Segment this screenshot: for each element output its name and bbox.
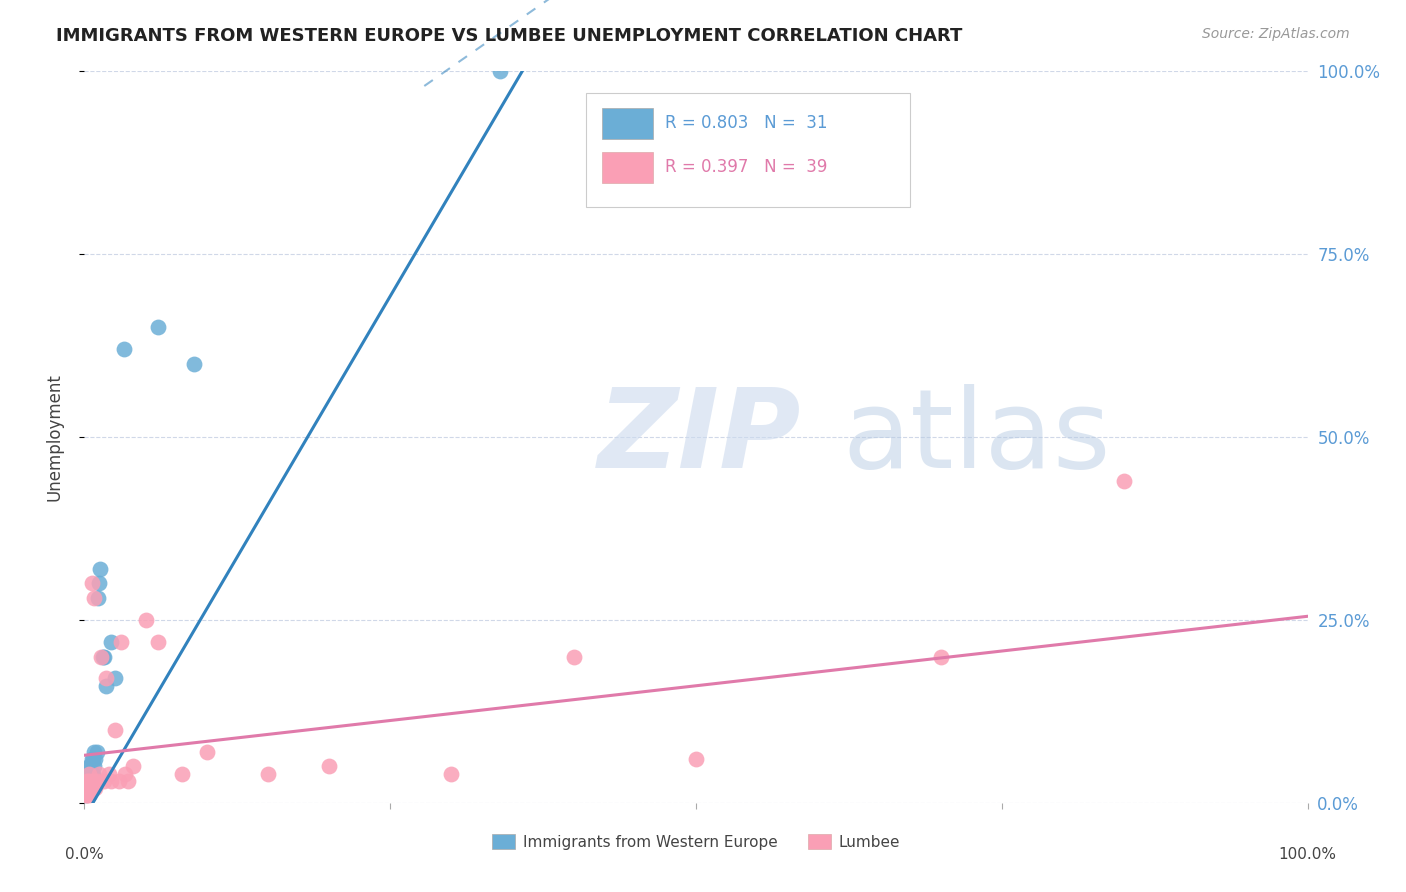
Point: [107, 773, 129, 788]
Point: [114, 766, 136, 780]
Point: [91, 649, 114, 664]
Point: [80, 576, 103, 591]
Text: R = 0.397   N =  39: R = 0.397 N = 39: [665, 158, 828, 177]
Point: [83, 591, 105, 605]
Point: [122, 759, 145, 773]
Point: [97, 766, 120, 780]
Point: [87, 576, 110, 591]
Point: [117, 773, 139, 788]
Point: [93, 649, 115, 664]
Point: [104, 672, 127, 686]
Text: atlas: atlas: [842, 384, 1111, 491]
Legend: Immigrants from Western Europe, Lumbee: Immigrants from Western Europe, Lumbee: [485, 826, 907, 857]
Point: [183, 357, 205, 371]
Point: [135, 613, 157, 627]
Text: 100.0%: 100.0%: [1278, 847, 1337, 862]
Point: [77, 781, 100, 796]
Text: ZIP: ZIP: [598, 384, 801, 491]
Point: [76, 773, 98, 788]
Text: R = 0.803   N =  31: R = 0.803 N = 31: [665, 114, 828, 132]
Point: [82, 766, 104, 780]
FancyBboxPatch shape: [586, 94, 910, 207]
Point: [77, 766, 100, 780]
Point: [257, 766, 280, 780]
Point: [110, 635, 132, 649]
Point: [685, 752, 707, 766]
Point: [77, 766, 100, 780]
Point: [90, 649, 112, 664]
Point: [75, 789, 97, 803]
Point: [79, 759, 101, 773]
Point: [77, 781, 100, 796]
Point: [76, 789, 98, 803]
Point: [489, 64, 512, 78]
Point: [195, 745, 218, 759]
Point: [83, 759, 105, 773]
Point: [318, 759, 340, 773]
Point: [77, 773, 100, 788]
Point: [79, 773, 101, 788]
Point: [77, 759, 100, 773]
Point: [86, 773, 108, 788]
Point: [77, 789, 100, 803]
Point: [96, 672, 118, 686]
Point: [562, 649, 585, 664]
Point: [84, 781, 107, 796]
Point: [76, 781, 98, 796]
Point: [80, 766, 103, 780]
Point: [87, 591, 110, 605]
Point: [929, 649, 952, 664]
Point: [80, 752, 103, 766]
Point: [77, 773, 100, 788]
Point: [77, 773, 100, 788]
Text: IMMIGRANTS FROM WESTERN EUROPE VS LUMBEE UNEMPLOYMENT CORRELATION CHART: IMMIGRANTS FROM WESTERN EUROPE VS LUMBEE…: [56, 27, 963, 45]
Point: [104, 723, 127, 737]
Point: [172, 766, 194, 780]
Text: Source: ZipAtlas.com: Source: ZipAtlas.com: [1202, 27, 1350, 41]
Point: [77, 781, 100, 796]
FancyBboxPatch shape: [602, 152, 654, 183]
Point: [76, 785, 98, 799]
Point: [83, 745, 105, 759]
Point: [96, 679, 118, 693]
Point: [100, 773, 122, 788]
Point: [79, 781, 101, 796]
Point: [75, 789, 97, 803]
Point: [84, 752, 107, 766]
Point: [75, 781, 97, 796]
Point: [82, 773, 104, 788]
FancyBboxPatch shape: [602, 108, 654, 138]
Point: [89, 562, 111, 576]
Point: [440, 766, 463, 780]
Point: [93, 773, 115, 788]
Point: [112, 343, 135, 357]
Point: [86, 745, 108, 759]
Text: 0.0%: 0.0%: [65, 847, 104, 862]
Point: [1114, 474, 1136, 488]
Point: [87, 766, 110, 780]
Point: [80, 781, 103, 796]
Point: [146, 635, 169, 649]
Point: [146, 320, 169, 334]
Point: [79, 773, 101, 788]
Point: [100, 635, 122, 649]
Y-axis label: Unemployment: Unemployment: [45, 373, 63, 501]
Point: [82, 752, 104, 766]
